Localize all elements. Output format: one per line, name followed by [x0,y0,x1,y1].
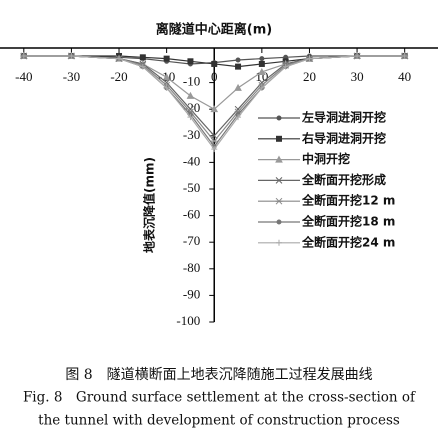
legend-marker [276,135,282,142]
marker [187,114,194,121]
marker [234,83,242,91]
y-tick-label: -10 [183,74,200,89]
marker [354,52,361,59]
legend-label: 全断面开挖形成 [301,172,386,187]
y-axis-title: 地表沉降值(mm) [142,157,157,253]
legend-marker [275,197,283,205]
marker [116,55,123,62]
marker [139,54,146,61]
x-tick-label: 20 [303,69,316,84]
marker [258,79,266,86]
marker [235,57,241,63]
marker [401,52,408,59]
marker [162,73,171,81]
x-tick-label: -30 [63,69,80,84]
legend-marker [275,177,283,184]
marker [187,105,194,113]
marker [187,58,194,65]
marker [163,79,170,86]
y-tick-label: -60 [183,207,200,222]
x-tick-label: -40 [15,69,32,84]
marker [68,52,75,59]
marker [186,91,195,99]
legend-marker [276,115,282,121]
x-tick-label: 0 [211,69,218,84]
x-tick-label: -20 [110,69,127,84]
marker [259,56,265,62]
legend-marker [275,155,283,163]
marker [258,60,265,67]
marker [235,63,242,70]
marker [234,105,242,113]
legend-label: 全断面开挖18 m [301,214,395,229]
legend-marker [276,239,282,246]
y-tick-label: -40 [183,153,200,168]
marker [211,60,218,67]
y-tick-label: -30 [183,127,200,142]
legend-label: 全断面开挖24 m [301,234,395,249]
marker [258,84,265,91]
marker [211,146,218,153]
marker [306,55,313,62]
x-tick-label: 30 [351,69,364,84]
legend-marker [276,219,282,225]
marker [163,55,170,62]
marker [282,63,289,70]
x-axis-title: 离隧道中心距离(m) [156,22,272,38]
caption-cn: 图 8 隧道横断面上地表沉降随施工过程发展曲线 [65,367,372,383]
y-tick-label: -80 [183,260,200,275]
x-tick-label: 40 [398,69,411,84]
legend-label: 左导洞进洞开挖 [301,110,386,125]
y-tick-label: -90 [183,286,200,301]
marker [20,52,27,59]
caption-en: Fig. 8 Ground surface settlement at the … [23,390,416,406]
legend-label: 右导洞进洞开挖 [301,130,386,145]
marker [139,63,146,70]
legend-label: 中洞开挖 [302,151,350,166]
marker [163,84,170,91]
marker [235,114,242,121]
legend-label: 全断面开挖12 m [301,193,395,208]
y-tick-label: -50 [183,180,200,195]
y-tick-label: -70 [183,233,200,248]
marker [258,67,266,75]
marker [210,105,219,113]
caption-en: the tunnel with development of construct… [38,413,400,429]
y-tick-label: -100 [176,313,200,328]
